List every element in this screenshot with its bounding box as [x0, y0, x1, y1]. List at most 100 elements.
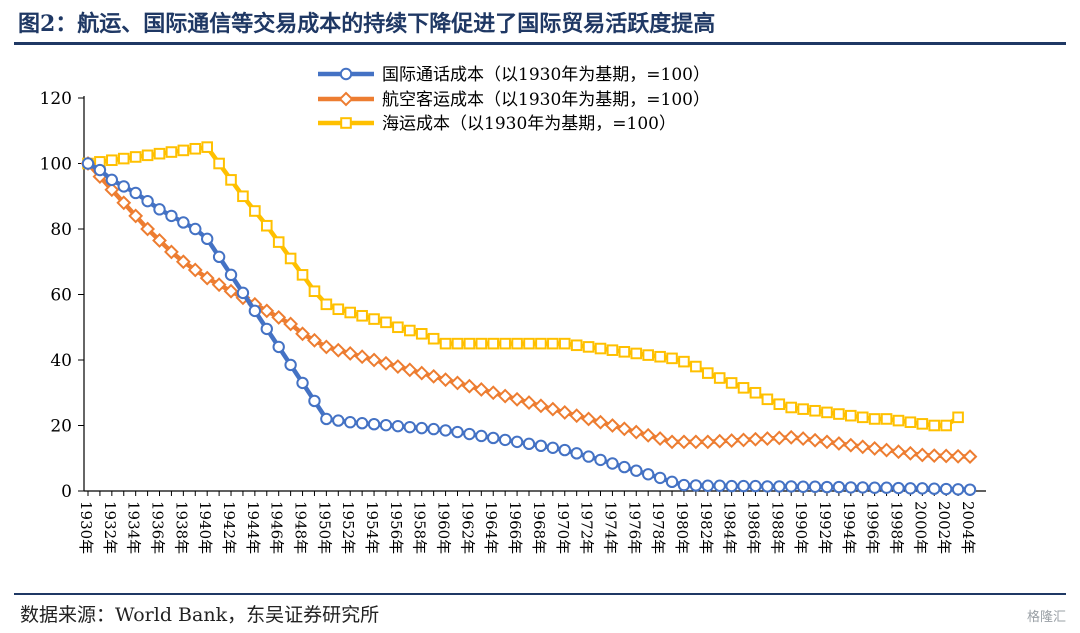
data-point [427, 422, 440, 436]
data-point [963, 483, 977, 496]
data-point [654, 350, 666, 363]
data-point [748, 431, 763, 447]
data-point [189, 142, 202, 155]
data-point [688, 434, 704, 450]
data-point [499, 337, 511, 350]
data-point [737, 479, 750, 493]
data-point [856, 481, 869, 494]
data-point [320, 298, 333, 311]
data-point [570, 339, 583, 352]
data-point [535, 337, 547, 350]
data-point [819, 434, 835, 450]
legend-entry: 国际通话成本（以1930年为基期，=100） [318, 65, 710, 85]
data-point [797, 403, 809, 415]
legend-entry: 航空客运成本（以1930年为基期，=100） [318, 90, 710, 110]
data-point [618, 346, 631, 358]
x-tick-label: 1974年 [601, 501, 619, 554]
data-point [340, 117, 352, 129]
data-point [104, 182, 120, 198]
data-point [344, 416, 357, 429]
data-point [761, 393, 774, 406]
x-tick-label: 1942年 [220, 501, 238, 554]
watermark-logo: 格隆汇 [1026, 610, 1066, 625]
data-point [594, 453, 607, 467]
data-point [652, 431, 668, 447]
data-point [415, 421, 428, 435]
data-point [664, 434, 680, 450]
data-point [403, 420, 417, 434]
data-point [845, 409, 857, 422]
data-point [451, 337, 464, 350]
x-tick-label: 1932年 [101, 501, 119, 554]
data-point [473, 382, 489, 397]
data-point [606, 344, 619, 356]
data-point [724, 433, 740, 448]
data-point [225, 174, 237, 186]
data-point [916, 482, 929, 495]
data-point [809, 404, 821, 417]
data-point [807, 432, 823, 448]
data-point [557, 404, 573, 420]
data-point [690, 360, 702, 373]
data-point [404, 324, 416, 337]
chart-plot-area [80, 141, 978, 496]
data-point [725, 377, 738, 389]
data-point [272, 340, 285, 354]
x-tick-label: 1984年 [721, 501, 739, 554]
data-point [628, 424, 644, 440]
data-point [928, 482, 941, 495]
x-tick-label: 1944年 [244, 501, 262, 554]
data-point [129, 186, 142, 200]
x-tick-label: 1964年 [482, 501, 500, 554]
data-point [487, 431, 500, 445]
x-tick-label: 1986年 [744, 501, 762, 554]
x-tick-label: 1962年 [458, 501, 476, 554]
data-point [330, 342, 346, 358]
x-tick-label: 1994年 [840, 501, 858, 554]
y-tick-label: 80 [50, 220, 72, 240]
data-point [832, 480, 846, 494]
data-point [558, 443, 571, 457]
data-point [141, 194, 154, 208]
data-point [177, 216, 190, 229]
data-point [318, 339, 334, 355]
data-point [653, 471, 667, 485]
data-point [296, 269, 309, 281]
data-point [962, 449, 978, 465]
data-point [759, 431, 775, 447]
source-rule [14, 593, 1066, 595]
data-point [201, 141, 213, 153]
y-tick-label: 20 [50, 417, 72, 437]
data-point [533, 398, 549, 414]
x-tick-label: 1960年 [435, 501, 453, 554]
data-point [367, 417, 381, 431]
data-point [378, 355, 394, 371]
data-point [892, 414, 905, 427]
data-point [950, 448, 966, 464]
x-tick-label: 1972年 [578, 501, 596, 554]
data-point [165, 209, 178, 223]
data-point [593, 414, 608, 430]
data-point [855, 439, 871, 455]
data-point [153, 147, 166, 160]
data-point [880, 481, 893, 494]
y-tick-label: 60 [50, 286, 72, 306]
data-point [796, 480, 810, 493]
data-point [475, 429, 488, 443]
data-point [356, 309, 368, 322]
x-tick-label: 1990年 [792, 501, 810, 554]
data-point [224, 268, 238, 282]
data-point [475, 337, 488, 350]
x-tick-label: 2004年 [959, 501, 977, 554]
data-point [200, 232, 214, 246]
data-point [439, 424, 452, 437]
x-tick-label: 1998年 [887, 501, 905, 554]
data-point [594, 342, 607, 355]
data-point [951, 483, 965, 496]
data-point [867, 441, 883, 456]
x-tick-label: 1970年 [554, 501, 572, 554]
x-tick-label: 2000年 [911, 501, 929, 554]
x-tick-label: 1988年 [768, 501, 786, 554]
x-tick-label: 1946年 [268, 501, 286, 554]
data-point [940, 419, 952, 432]
